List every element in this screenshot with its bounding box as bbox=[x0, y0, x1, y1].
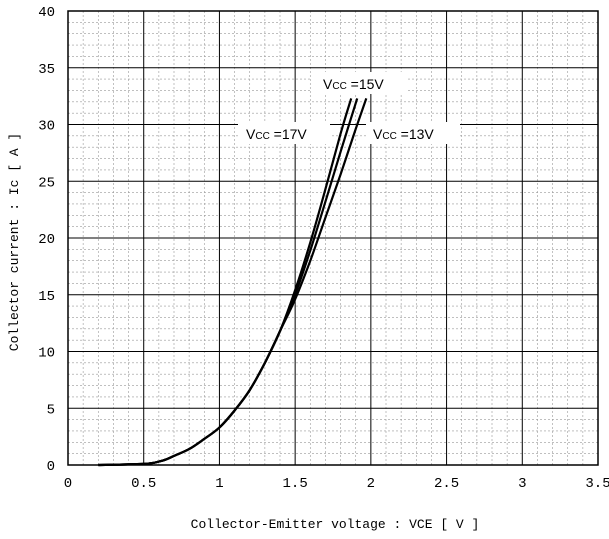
series-label-vcc17: VCC =17V bbox=[238, 122, 330, 144]
y-tick-label: 15 bbox=[38, 289, 55, 305]
x-tick-label: 1.5 bbox=[283, 476, 308, 492]
x-tick-label: 2.5 bbox=[434, 476, 459, 492]
x-tick-label: 2 bbox=[367, 476, 375, 492]
series-line bbox=[98, 98, 353, 467]
x-tick-label: 3.5 bbox=[585, 476, 609, 492]
series-label-vcc15: VCC =15V bbox=[312, 72, 408, 94]
y-tick-label: 35 bbox=[38, 62, 55, 78]
y-tick-labels: 0 5 10 15 20 25 30 35 40 bbox=[38, 5, 55, 475]
x-tick-label: 0.5 bbox=[131, 476, 156, 492]
x-tick-label: 3 bbox=[518, 476, 526, 492]
y-tick-label: 25 bbox=[38, 175, 55, 191]
y-tick-label: 30 bbox=[38, 119, 55, 135]
svg-text:VCC =13V: VCC =13V bbox=[373, 126, 434, 142]
y-tick-label: 40 bbox=[38, 5, 55, 21]
y-tick-label: 0 bbox=[47, 459, 55, 475]
y-tick-label: 10 bbox=[38, 346, 55, 362]
x-axis-label: Collector-Emitter voltage : VCE [ V ] bbox=[191, 517, 480, 532]
x-tick-label: 1 bbox=[215, 476, 223, 492]
x-tick-label: 0 bbox=[64, 476, 72, 492]
svg-text:VCC =15V: VCC =15V bbox=[323, 76, 384, 92]
series-curves bbox=[98, 98, 368, 467]
y-tick-label: 5 bbox=[47, 402, 55, 418]
series-label-vcc13: VCC =13V bbox=[366, 122, 460, 144]
series-line bbox=[98, 98, 368, 467]
y-tick-label: 20 bbox=[38, 232, 55, 248]
minor-grid bbox=[68, 11, 598, 465]
series-line bbox=[98, 98, 359, 467]
y-axis-label: Collector current : Ic [ A ] bbox=[7, 133, 22, 351]
major-grid bbox=[68, 11, 598, 465]
x-tick-labels: 0 0.5 1 1.5 2 2.5 3 3.5 bbox=[64, 476, 609, 492]
plot-frame bbox=[67, 10, 599, 466]
svg-text:VCC =17V: VCC =17V bbox=[246, 126, 307, 142]
